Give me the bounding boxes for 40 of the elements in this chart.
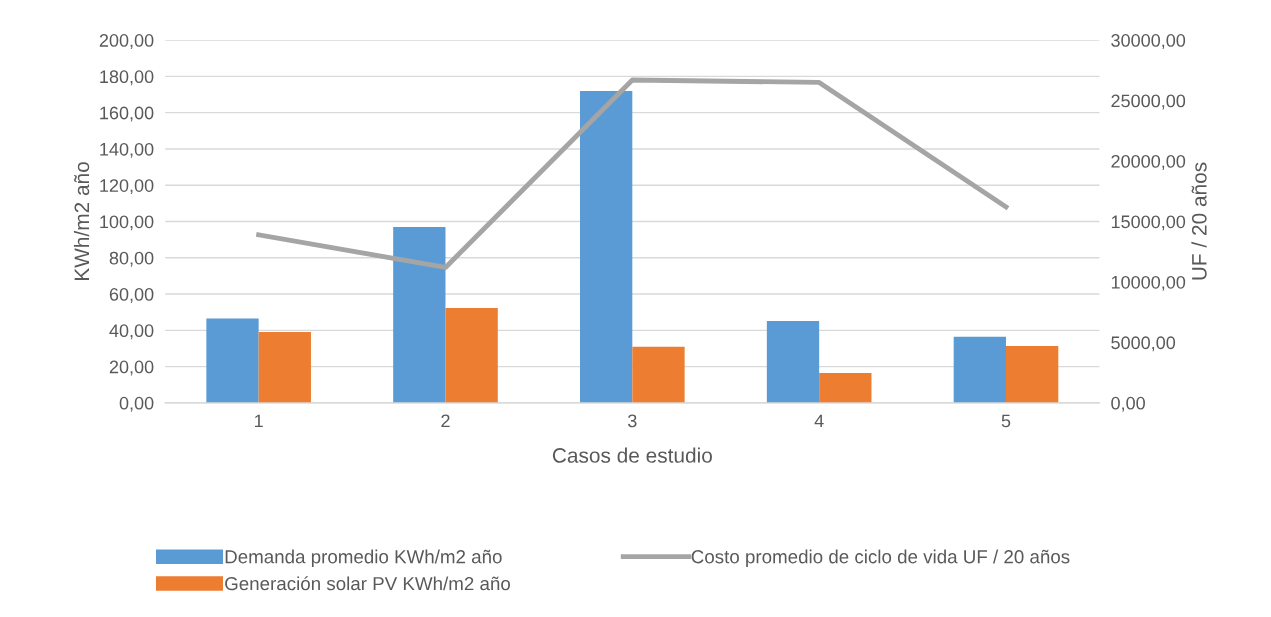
x-tick-label: 4 <box>814 414 824 428</box>
bar <box>445 308 498 403</box>
x-tick-label: 1 <box>255 414 263 428</box>
y2-tick-label: 30000,00 <box>1111 34 1186 49</box>
y-tick-label: 140,00 <box>100 142 154 158</box>
y2-tick-label: 20000,00 <box>1111 154 1186 170</box>
y-tick-label: 40,00 <box>109 324 154 340</box>
y-tick-label: 180,00 <box>100 70 154 86</box>
y2-tick-label: 5000,00 <box>1111 336 1176 352</box>
legend-label: Costo promedio de ciclo de vida UF / 20 años <box>691 549 1070 568</box>
x-tick-label: 2 <box>441 414 450 428</box>
y-tick-label: 120,00 <box>100 179 154 195</box>
bar <box>766 320 820 403</box>
bar <box>1006 345 1059 403</box>
y2-tick-label: 10000,00 <box>1111 275 1186 291</box>
y2-tick-label: 25000,00 <box>1111 94 1186 110</box>
y-tick-label: 0,00 <box>119 396 154 412</box>
x-tick-label: 5 <box>1001 414 1011 428</box>
y2-tick-label: 0,00 <box>1111 396 1145 412</box>
y-tick-label: 160,00 <box>100 106 154 122</box>
bar <box>632 346 685 403</box>
bar <box>393 226 446 403</box>
line-series <box>256 77 1009 270</box>
y-axis-title: KWh/m2 año <box>73 162 90 280</box>
y-tick-label: 20,00 <box>109 360 154 376</box>
y-tick-label: 60,00 <box>109 288 154 303</box>
bar <box>580 90 633 403</box>
bar <box>819 372 872 403</box>
legend-label: Generación solar PV KWh/m2 año <box>225 576 510 591</box>
y2-axis-title: UF / 20 años <box>1191 162 1207 280</box>
y2-tick-label: 15000,00 <box>1111 215 1186 231</box>
bar <box>206 318 259 403</box>
bar <box>953 336 1006 403</box>
x-axis-title: Casos de estudio <box>552 447 712 463</box>
y-tick-label: 80,00 <box>109 251 154 267</box>
legend-label: Demanda promedio KWh/m2 año <box>225 549 502 568</box>
y-tick-label: 200,00 <box>99 34 154 49</box>
bar <box>258 331 311 403</box>
x-tick-label: 3 <box>627 414 637 428</box>
y-tick-label: 100,00 <box>100 215 154 231</box>
